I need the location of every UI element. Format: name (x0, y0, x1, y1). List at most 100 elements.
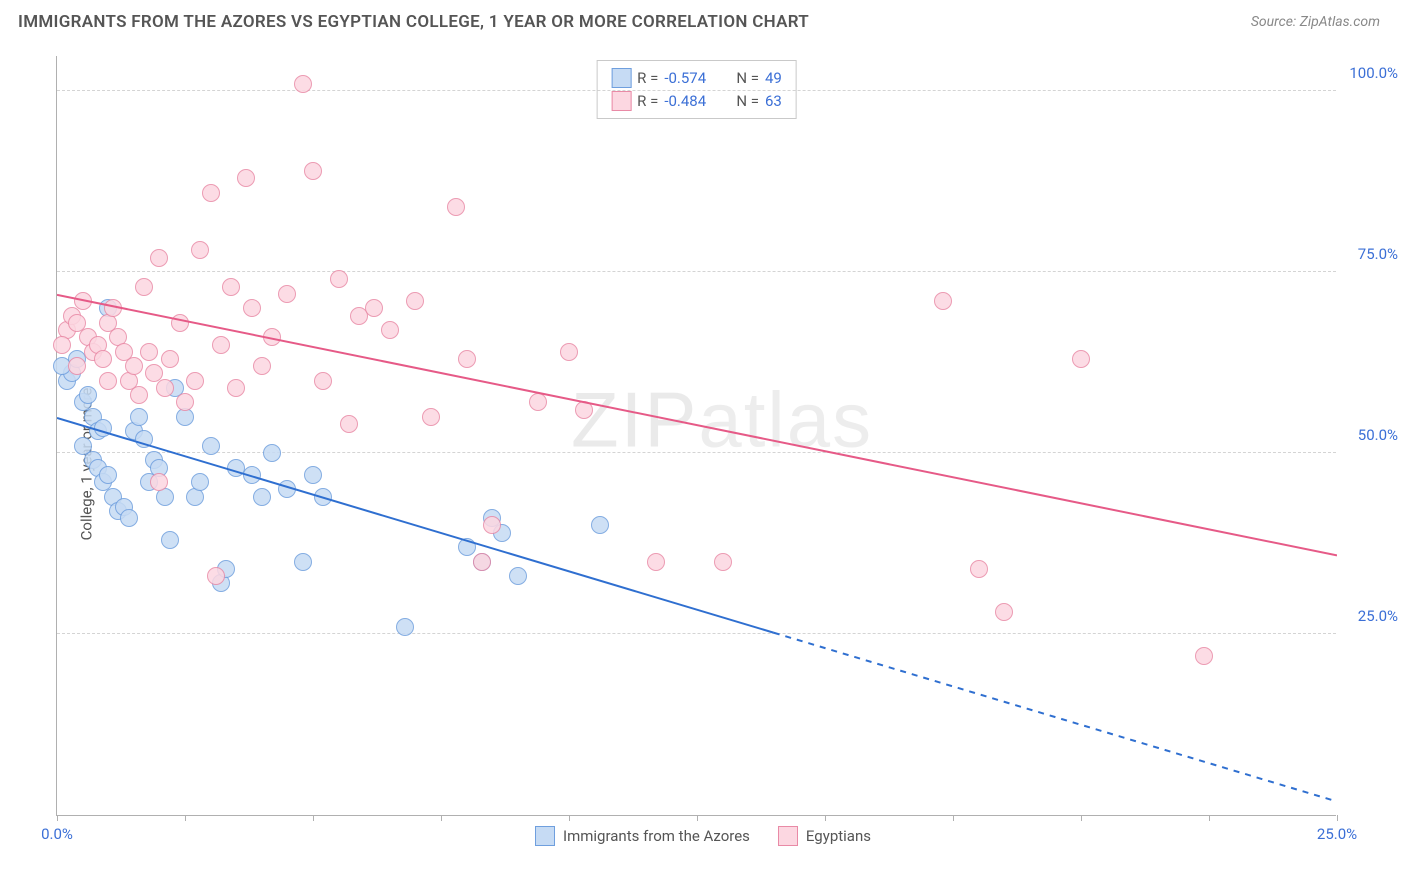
data-point (99, 466, 117, 484)
data-point (422, 408, 440, 426)
data-point (473, 553, 491, 571)
x-tick (1209, 815, 1210, 821)
legend-row: R = -0.574 N = 49 (611, 67, 782, 90)
data-point (120, 509, 138, 527)
data-point (94, 419, 112, 437)
x-tick (825, 815, 826, 821)
data-point (99, 372, 117, 390)
data-point (191, 241, 209, 259)
data-point (396, 618, 414, 636)
n-label: N = (736, 67, 759, 90)
x-tick (953, 815, 954, 821)
data-point (227, 379, 245, 397)
data-point (1195, 647, 1213, 665)
data-point (483, 516, 501, 534)
data-point (529, 393, 547, 411)
data-point (68, 357, 86, 375)
chart-container: College, 1 year or more ZIPatlas R =-0.5… (18, 44, 1388, 884)
data-point (278, 285, 296, 303)
grid-line (57, 633, 1336, 634)
data-point (406, 292, 424, 310)
r-value: -0.574 (664, 67, 722, 90)
series-legend-item: Immigrants from the Azores (535, 826, 750, 846)
data-point (191, 473, 209, 491)
data-point (130, 386, 148, 404)
data-point (135, 430, 153, 448)
grid-line (57, 90, 1336, 91)
grid-line (57, 271, 1336, 272)
data-point (176, 393, 194, 411)
data-point (74, 292, 92, 310)
data-point (253, 488, 271, 506)
data-point (714, 553, 732, 571)
data-point (207, 567, 225, 585)
chart-title: IMMIGRANTS FROM THE AZORES VS EGYPTIAN C… (18, 12, 809, 32)
data-point (575, 401, 593, 419)
data-point (365, 299, 383, 317)
data-point (161, 531, 179, 549)
x-tick (1337, 815, 1338, 821)
data-point (509, 567, 527, 585)
data-point (314, 372, 332, 390)
data-point (125, 357, 143, 375)
x-tick (313, 815, 314, 821)
n-value: 63 (765, 90, 782, 113)
series-legend: Immigrants from the Azores Egyptians (18, 826, 1388, 846)
y-tick-label: 25.0% (1358, 607, 1398, 625)
data-point (150, 249, 168, 267)
x-tick (569, 815, 570, 821)
x-tick (441, 815, 442, 821)
data-point (381, 321, 399, 339)
data-point (202, 437, 220, 455)
series-name: Egyptians (806, 827, 871, 845)
data-point (202, 184, 220, 202)
data-point (263, 444, 281, 462)
data-point (130, 408, 148, 426)
data-point (156, 379, 174, 397)
data-point (222, 278, 240, 296)
y-tick-label: 100.0% (1349, 64, 1398, 82)
data-point (94, 350, 112, 368)
data-point (79, 386, 97, 404)
n-label: N = (736, 90, 759, 113)
data-point (458, 350, 476, 368)
data-point (212, 336, 230, 354)
data-point (330, 270, 348, 288)
data-point (161, 350, 179, 368)
data-point (294, 75, 312, 93)
x-tick (1081, 815, 1082, 821)
y-tick-label: 50.0% (1358, 426, 1398, 444)
data-point (186, 372, 204, 390)
data-point (304, 466, 322, 484)
data-point (263, 328, 281, 346)
data-point (104, 299, 122, 317)
data-point (135, 278, 153, 296)
series-name: Immigrants from the Azores (563, 827, 750, 845)
data-point (253, 357, 271, 375)
data-point (304, 162, 322, 180)
legend-swatch (535, 826, 555, 846)
series-legend-item: Egyptians (778, 826, 871, 846)
data-point (237, 169, 255, 187)
r-label: R = (637, 67, 658, 90)
r-label: R = (637, 90, 658, 113)
data-point (340, 415, 358, 433)
data-point (560, 343, 578, 361)
data-point (591, 516, 609, 534)
data-point (647, 553, 665, 571)
x-tick (57, 815, 58, 821)
r-value: -0.484 (664, 90, 722, 113)
data-point (243, 466, 261, 484)
legend-swatch (778, 826, 798, 846)
data-point (458, 538, 476, 556)
data-point (314, 488, 332, 506)
x-tick (697, 815, 698, 821)
legend-swatch (611, 68, 631, 88)
data-point (278, 480, 296, 498)
x-tick (185, 815, 186, 821)
n-value: 49 (765, 67, 782, 90)
y-tick-label: 75.0% (1358, 245, 1398, 263)
data-point (970, 560, 988, 578)
data-point (171, 314, 189, 332)
data-point (53, 336, 71, 354)
